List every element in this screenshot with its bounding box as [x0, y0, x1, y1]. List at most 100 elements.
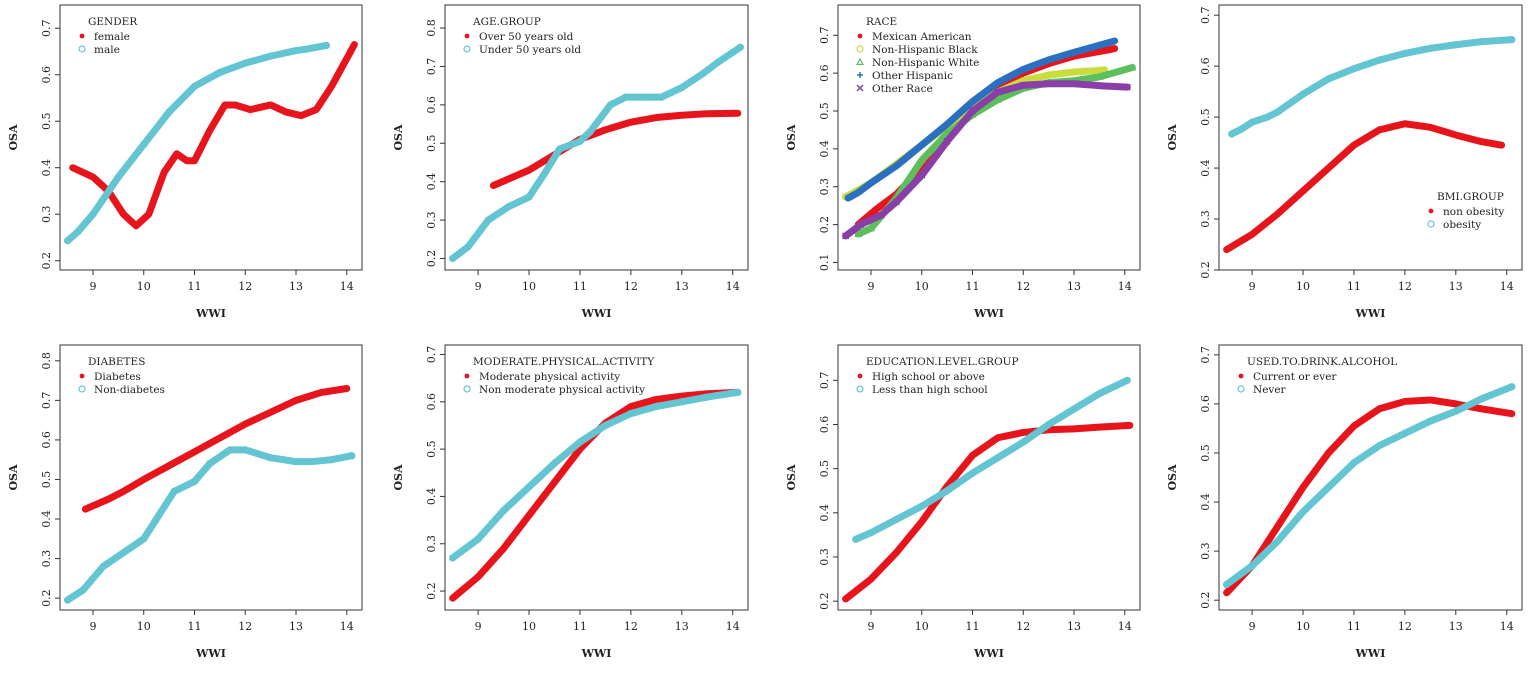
y-tick-label: 0.5 [40, 471, 53, 489]
data-point [1100, 82, 1109, 90]
y-tick-label: 0.5 [425, 135, 438, 153]
series-line-moderate-physical-activity [449, 388, 742, 602]
data-point [657, 93, 666, 101]
y-tick-label: 0.3 [425, 535, 438, 553]
data-point [873, 207, 879, 212]
y-tick-label: 0.2 [818, 592, 831, 610]
y-tick-label: 0.7 [818, 27, 831, 45]
legend: USED.TO.DRINK.ALCOHOL Current or everNeve… [1237, 356, 1397, 396]
y-axis-label: OSA [392, 464, 405, 491]
data-point [222, 102, 228, 108]
plot-frame [837, 4, 1141, 271]
data-point [601, 421, 610, 430]
series-line-diabetes [81, 385, 351, 513]
data-point [603, 127, 608, 133]
data-point [969, 98, 976, 105]
y-tick-label: 0.8 [425, 19, 438, 37]
legend-entry: Over 50 years old [479, 31, 574, 43]
data-point [484, 216, 492, 224]
data-point [82, 506, 88, 512]
data-point [206, 460, 214, 468]
legend-entry: Non-diabetes [94, 384, 165, 396]
y-tick-label: 0.6 [40, 66, 53, 84]
data-point [653, 115, 659, 120]
data-point [339, 65, 345, 71]
data-point [1071, 426, 1077, 432]
y-axis-label: OSA [785, 124, 798, 151]
data-point [918, 142, 925, 149]
y-tick-label: 0.4 [425, 488, 438, 506]
data-point [80, 169, 86, 175]
legend-title: AGE.GROUP [472, 16, 541, 28]
x-tick-label: 13 [289, 280, 303, 293]
series-line-current-or-ever [1223, 396, 1516, 597]
legend: EDUCATION.LEVEL.GROUP High school or abov… [856, 356, 1019, 396]
data-point [1452, 407, 1460, 415]
data-point [1427, 124, 1433, 130]
x-tick-label: 13 [1067, 620, 1081, 633]
legend-title: RACE [866, 16, 897, 28]
data-point [968, 107, 977, 115]
legend-entry: Less than high school [872, 384, 988, 396]
x-tick-label: 14 [340, 620, 354, 633]
data-point [704, 111, 710, 117]
legend-marker [857, 72, 863, 78]
legend-entry: Diabetes [94, 371, 141, 383]
data-point [678, 398, 686, 406]
data-point [994, 88, 1002, 96]
y-tick-label: 0.4 [1199, 159, 1212, 177]
data-point [216, 68, 224, 77]
data-point [146, 211, 152, 217]
x-tick-label: 12 [1398, 620, 1412, 633]
data-point [1071, 49, 1078, 56]
plot-frame [837, 344, 1141, 611]
y-tick-label: 0.2 [40, 589, 53, 607]
data-point [1045, 71, 1053, 79]
y-tick-label: 0.2 [818, 216, 831, 234]
data-point [857, 221, 865, 229]
series-line-other-hispanic [844, 37, 1119, 202]
data-point [698, 70, 706, 78]
legend-title: BMI.GROUP [1437, 191, 1504, 203]
data-point [854, 229, 863, 238]
y-tick-label: 0.4 [40, 510, 53, 528]
data-point [170, 487, 178, 495]
data-point [267, 454, 275, 462]
x-tick-label: 11 [966, 620, 980, 633]
data-point [852, 535, 860, 543]
data-point [348, 452, 356, 460]
data-point [1019, 438, 1027, 446]
data-point [1123, 83, 1131, 91]
data-point [526, 167, 532, 173]
y-tick-label: 0.6 [425, 393, 438, 411]
legend-entry: Current or ever [1253, 371, 1337, 383]
data-point [1453, 132, 1459, 138]
data-point [329, 83, 334, 89]
data-point [1377, 127, 1382, 133]
data-point [576, 137, 584, 145]
y-axis-label: OSA [1166, 464, 1179, 491]
data-point [1508, 36, 1516, 44]
data-point [99, 562, 107, 571]
data-point [242, 421, 248, 427]
x-axis-label: WWI [581, 307, 612, 320]
legend-entry: Other Race [872, 83, 933, 95]
series-line-less-than-high-school [852, 376, 1131, 543]
data-point [1095, 72, 1104, 80]
data-point [292, 458, 300, 466]
x-tick-label: 10 [137, 620, 151, 633]
x-tick-label: 14 [726, 280, 740, 293]
x-tick-label: 11 [1347, 280, 1361, 293]
y-tick-label: 0.5 [425, 440, 438, 458]
data-point [121, 211, 126, 217]
data-point [247, 107, 253, 113]
data-point [1224, 590, 1230, 596]
data-point [1095, 389, 1103, 398]
data-point [1452, 41, 1460, 49]
data-point [141, 477, 147, 482]
data-point [552, 479, 557, 485]
series-line-non-moderate-physical-activity [449, 388, 742, 562]
